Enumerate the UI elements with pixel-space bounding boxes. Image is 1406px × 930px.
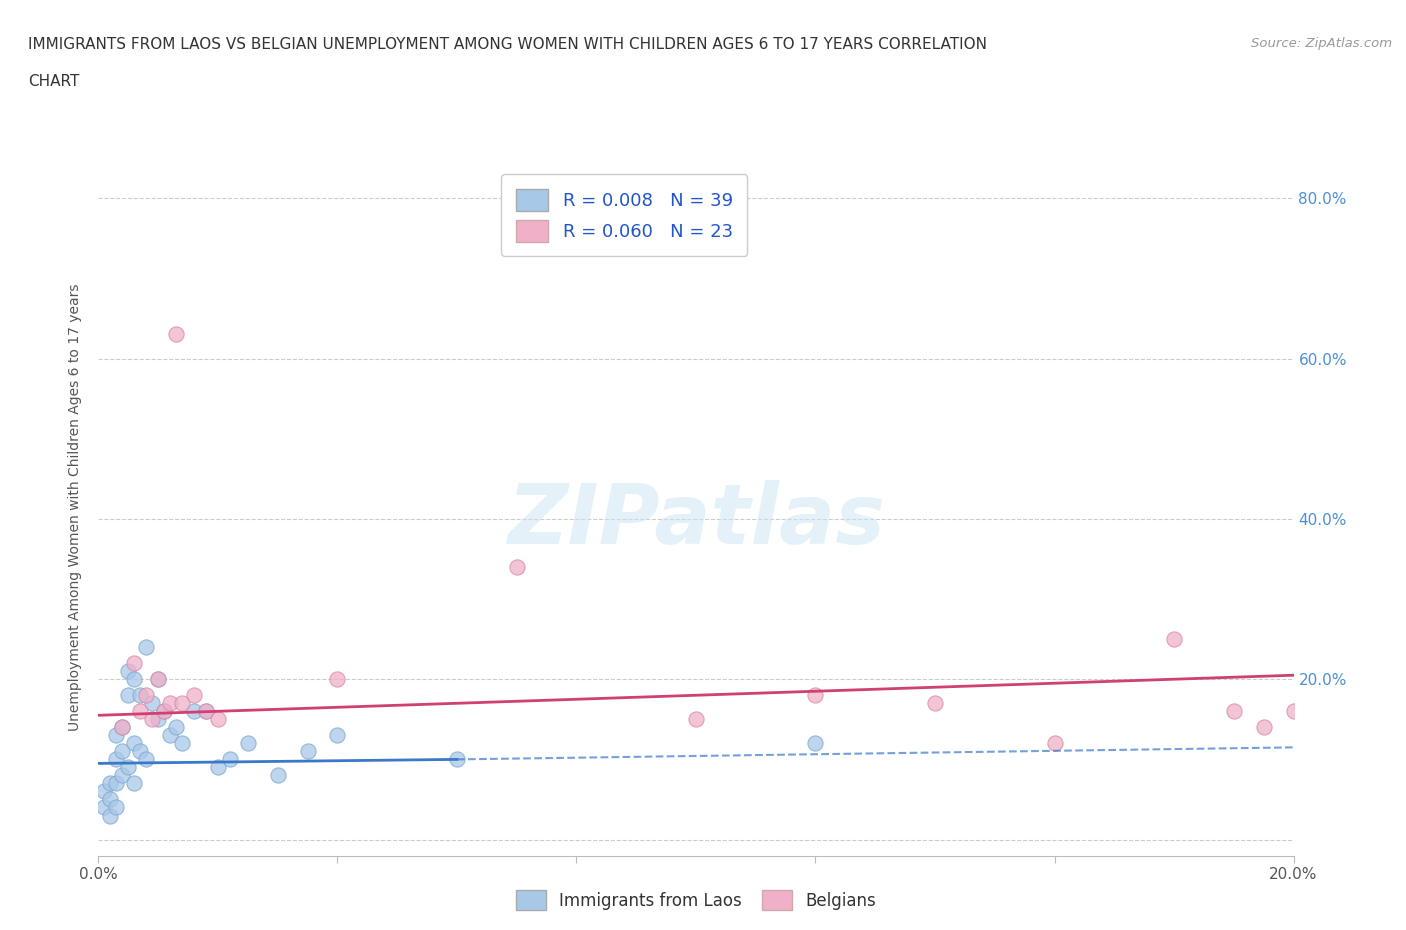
Y-axis label: Unemployment Among Women with Children Ages 6 to 17 years: Unemployment Among Women with Children A… xyxy=(69,283,83,731)
Point xyxy=(207,711,229,726)
Point xyxy=(141,696,163,711)
Point xyxy=(1253,720,1275,735)
Point xyxy=(135,640,157,655)
Point xyxy=(135,688,157,703)
Point xyxy=(924,696,946,711)
Point xyxy=(124,656,146,671)
Point xyxy=(129,704,152,719)
Point xyxy=(804,688,827,703)
Point xyxy=(93,800,115,815)
Point xyxy=(105,728,128,743)
Point xyxy=(446,752,468,767)
Point xyxy=(141,711,163,726)
Point xyxy=(1043,736,1066,751)
Point xyxy=(148,711,170,726)
Point xyxy=(236,736,259,751)
Point xyxy=(111,720,134,735)
Point xyxy=(93,784,115,799)
Point xyxy=(1163,631,1185,646)
Point xyxy=(159,728,181,743)
Point xyxy=(129,744,152,759)
Point xyxy=(111,744,134,759)
Text: ZIPatlas: ZIPatlas xyxy=(508,480,884,562)
Point xyxy=(195,704,218,719)
Point xyxy=(153,704,176,719)
Point xyxy=(153,704,176,719)
Point xyxy=(124,776,146,790)
Point xyxy=(117,664,139,679)
Point xyxy=(804,736,827,751)
Point xyxy=(105,752,128,767)
Point xyxy=(111,720,134,735)
Text: Source: ZipAtlas.com: Source: ZipAtlas.com xyxy=(1251,37,1392,50)
Point xyxy=(111,768,134,783)
Point xyxy=(326,728,349,743)
Point xyxy=(172,736,194,751)
Point xyxy=(148,671,170,686)
Point xyxy=(135,752,157,767)
Point xyxy=(165,327,187,342)
Point xyxy=(105,800,128,815)
Point xyxy=(105,776,128,790)
Point xyxy=(100,808,122,823)
Point xyxy=(685,711,707,726)
Point xyxy=(183,688,205,703)
Point xyxy=(100,776,122,790)
Text: IMMIGRANTS FROM LAOS VS BELGIAN UNEMPLOYMENT AMONG WOMEN WITH CHILDREN AGES 6 TO: IMMIGRANTS FROM LAOS VS BELGIAN UNEMPLOY… xyxy=(28,37,987,52)
Point xyxy=(148,671,170,686)
Point xyxy=(1282,704,1305,719)
Point xyxy=(195,704,218,719)
Text: CHART: CHART xyxy=(28,74,80,89)
Point xyxy=(159,696,181,711)
Point xyxy=(124,736,146,751)
Legend: Immigrants from Laos, Belgians: Immigrants from Laos, Belgians xyxy=(509,884,883,917)
Point xyxy=(117,688,139,703)
Point xyxy=(326,671,349,686)
Point xyxy=(297,744,319,759)
Point xyxy=(165,720,187,735)
Point xyxy=(219,752,242,767)
Point xyxy=(267,768,290,783)
Point xyxy=(124,671,146,686)
Point xyxy=(1223,704,1246,719)
Point xyxy=(172,696,194,711)
Point xyxy=(117,760,139,775)
Point xyxy=(506,560,529,575)
Point xyxy=(183,704,205,719)
Point xyxy=(129,688,152,703)
Point xyxy=(100,792,122,807)
Point xyxy=(207,760,229,775)
